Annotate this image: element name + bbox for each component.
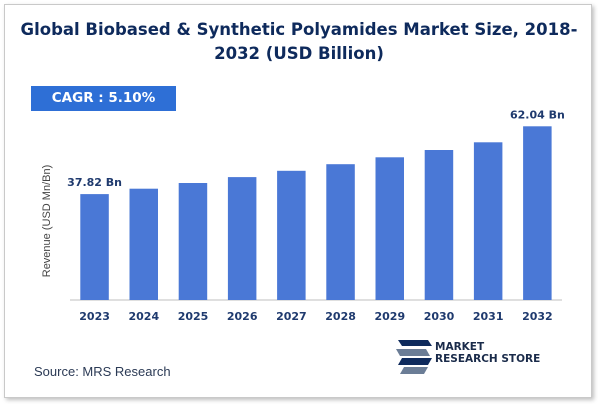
market-research-store-logo	[396, 340, 432, 374]
bar-2032	[523, 126, 552, 300]
bar-2024	[129, 188, 158, 300]
source-note: Source: MRS Research	[34, 364, 171, 379]
x-tick-label-2027: 2027	[276, 310, 307, 323]
bar-2028	[326, 164, 355, 300]
data-label-2023: 37.82 Bn	[67, 176, 122, 189]
x-tick-label-2025: 2025	[178, 310, 209, 323]
x-tick-label-2031: 2031	[473, 310, 504, 323]
logo-line-1: MARKET	[435, 341, 485, 353]
bar-2031	[473, 142, 503, 300]
bar-2023	[80, 194, 109, 300]
bar-2026	[227, 177, 257, 300]
logo-mark-icon	[396, 340, 432, 374]
y-axis-label: Revenue (USD Mn/Bn)	[41, 165, 53, 278]
x-tick-label-2032: 2032	[522, 310, 553, 323]
bar-2027	[277, 170, 306, 300]
chart-title: Global Biobased & Synthetic Polyamides M…	[20, 20, 578, 63]
bar-2025	[178, 183, 208, 300]
logo-wordmark: MARKET RESEARCH STORE	[435, 341, 540, 365]
x-tick-label-2029: 2029	[374, 310, 405, 323]
x-tick-label-2030: 2030	[424, 310, 455, 323]
cagr-badge: CAGR : 5.10%	[31, 86, 176, 111]
bar-2029	[375, 157, 404, 300]
x-tick-label-2026: 2026	[227, 310, 258, 323]
x-tick-label-2028: 2028	[325, 310, 356, 323]
x-tick-label-2023: 2023	[79, 310, 110, 323]
x-tick-label-2024: 2024	[128, 310, 159, 323]
logo-line-2: RESEARCH STORE	[435, 353, 541, 365]
data-label-2032: 62.04 Bn	[510, 108, 565, 121]
bar-2030	[424, 150, 454, 300]
